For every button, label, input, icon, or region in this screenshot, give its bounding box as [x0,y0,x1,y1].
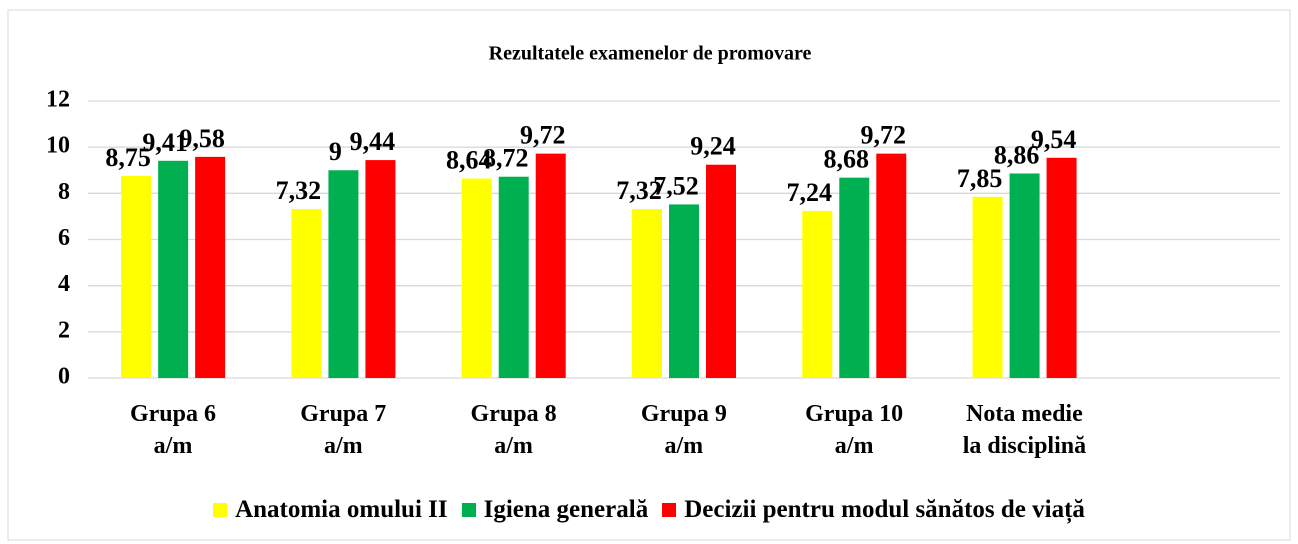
bar [121,176,152,378]
x-tick-label: Grupa 6 a/m [129,401,216,460]
bar [328,170,359,378]
data-label: 7,24 [787,178,833,207]
bar [706,164,736,378]
bar [291,209,322,378]
legend-label: Decizii pentru modul sănătos de viață [684,496,1085,523]
data-label: 8,75 [105,143,151,172]
y-tick-label: 10 [46,133,70,159]
data-label: 8,64 [446,146,492,175]
bar [876,153,907,378]
bar [972,196,1003,378]
legend-swatch [662,503,677,517]
y-tick-label: 0 [58,364,70,390]
bar [365,160,396,378]
data-label: 7,52 [653,171,699,200]
data-label: 7,32 [276,176,322,205]
legend-label: Igiena generală [483,496,649,523]
x-tick-label: Grupa 7 a/m [300,401,387,460]
y-tick-label: 12 [46,87,70,113]
bar [802,210,833,378]
y-tick-label: 6 [58,225,70,251]
chart-title: Rezultatele examenelor de promovare [489,43,812,65]
data-label: 8,72 [483,144,529,173]
legend-swatch [461,503,476,517]
data-label: 8,68 [824,145,870,174]
data-label: 9,54 [1031,125,1077,154]
data-label: 7,32 [616,176,662,205]
legend-item: Decizii pentru modul sănătos de viață [662,496,1085,524]
legend-swatch [213,503,228,517]
x-tick-label: Grupa 9 a/m [640,401,727,460]
data-label: 9,44 [350,127,396,156]
data-label: 7,85 [957,164,1003,193]
y-tick-label: 2 [58,317,70,343]
bar [1009,173,1040,378]
bar [535,153,566,378]
bar [632,209,662,378]
x-tick-label: Grupa 8 a/m [470,401,557,460]
bar [195,156,226,378]
data-label: 9,72 [520,121,566,150]
x-tick-label: Nota medie la disciplină [962,401,1087,460]
legend-label: Anatomia omului II [235,496,448,523]
y-tick-label: 8 [58,179,70,205]
legend: Anatomia omului II Igiena generală Decizii… [0,496,1298,524]
legend-item: Igiena generală [461,496,649,524]
bar [839,177,870,378]
chart-border [7,9,1291,541]
bar [461,178,492,378]
data-label: 9,58 [179,124,225,153]
legend-item: Anatomia omului II [213,496,448,524]
x-tick-label: Grupa 10 a/m [805,401,904,460]
bar [669,204,699,378]
data-label: 8,86 [994,140,1040,169]
bar [158,160,189,378]
y-tick-label: 4 [58,271,70,297]
data-label: 9,41 [142,128,188,157]
data-label: 9 [329,137,342,166]
bar [498,176,529,378]
data-label: 9,24 [690,132,736,161]
data-label: 9,72 [861,121,907,150]
bar [1046,157,1077,378]
